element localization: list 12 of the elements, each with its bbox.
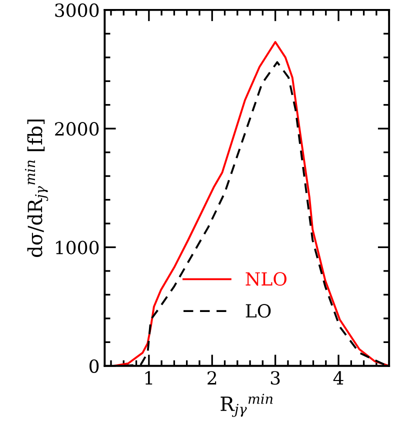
legend-label: NLO <box>246 272 286 286</box>
x-tick-label: 2 <box>208 371 216 384</box>
legend-label: LO <box>246 304 271 318</box>
x-axis-title: R$_{jγ}$$^{min}$ <box>220 394 273 417</box>
y-tick-label: 0 <box>90 359 99 373</box>
y-tick-label: 3000 <box>55 3 99 18</box>
x-tick-label: 1 <box>145 371 152 384</box>
y-axis-title: dσ/dR$_{jγ}$$^{min}$ [fb] <box>24 120 48 258</box>
y-tick-label: 1000 <box>56 240 99 254</box>
y-tick-label: 2000 <box>55 122 99 136</box>
x-tick-label: 3 <box>270 371 280 385</box>
x-tick-label: 4 <box>333 371 344 384</box>
